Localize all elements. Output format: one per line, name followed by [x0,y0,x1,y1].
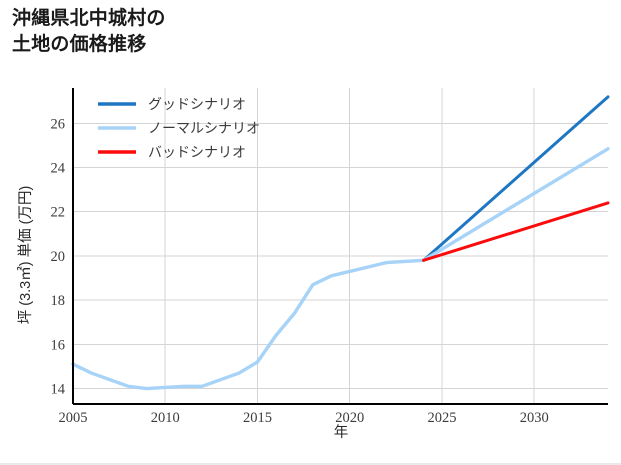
x-tick-label: 2010 [151,410,180,426]
x-tick-label: 2005 [59,410,88,426]
legend-label-1: ノーマルシナリオ [148,122,260,137]
y-tick-label: 24 [51,161,66,177]
y-tick-label: 22 [51,205,66,221]
y-tick-label: 20 [51,249,66,265]
x-tick-label: 2025 [427,410,456,426]
series-line-1 [71,147,610,391]
chart-series-group [71,95,610,391]
y-tick-label: 14 [51,382,66,398]
page-title: 沖縄県北中城村の 土地の価格推移 [12,8,166,55]
x-tick-label: 2030 [520,410,549,426]
chart-axis-spines [71,88,608,406]
legend-label-0: グッドシナリオ [148,97,246,113]
y-axis-tick-labels: 14 16 18 20 22 24 26 [51,116,66,397]
x-axis-tick-labels: 2005 2010 2015 2020 2025 2030 [59,410,549,426]
y-tick-label: 26 [51,116,66,132]
x-axis-title: 年 [334,424,349,441]
series-line-0 [422,95,610,262]
series-line-2 [422,201,610,262]
y-tick-label: 16 [51,337,66,353]
x-tick-label: 2020 [335,410,364,426]
x-tick-label: 2015 [243,410,272,426]
legend-label-2: バッドシナリオ [148,146,246,161]
y-axis-title: 坪 (3.3㎡) 単価 (万円) [17,186,34,325]
y-tick-label: 18 [51,293,66,309]
